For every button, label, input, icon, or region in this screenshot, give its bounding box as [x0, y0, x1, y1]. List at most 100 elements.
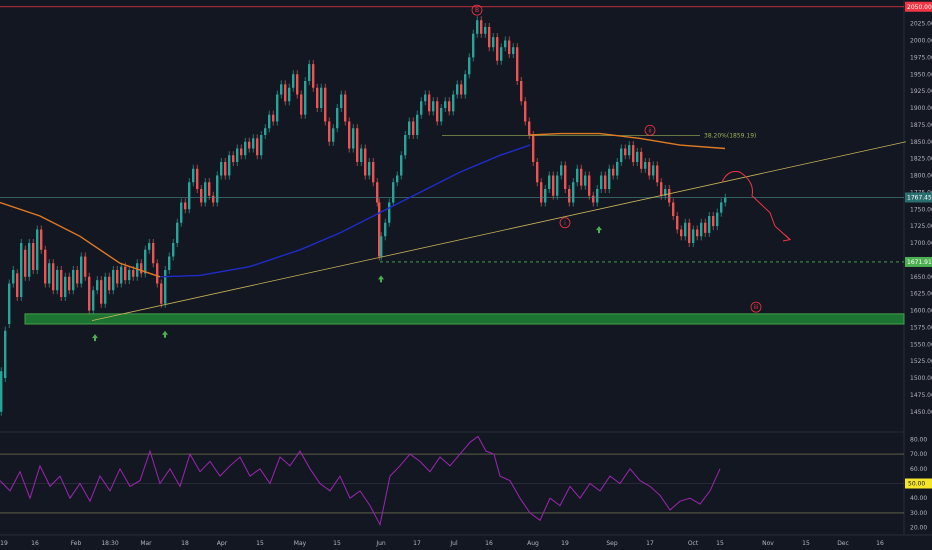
candle	[688, 222, 691, 243]
candle	[204, 182, 207, 203]
time-tick-label: 18	[181, 540, 189, 547]
candle	[376, 182, 379, 203]
time-tick-label: 16	[31, 540, 39, 547]
rsi-value-badge-text: 50.00	[908, 481, 925, 488]
price-axis[interactable]: 1450.00 1475.00 1500.00 1525.00 1550.00 1575.…	[905, 1, 932, 416]
rsi-pane[interactable]	[0, 435, 904, 527]
candle	[440, 108, 443, 122]
rsi-tick-label: 60.00	[910, 466, 927, 473]
wave-label-circle[interactable]	[471, 4, 483, 16]
candle	[560, 165, 563, 176]
candle	[656, 165, 659, 183]
wave-label: iii	[753, 304, 758, 311]
candle	[408, 121, 411, 135]
candle	[192, 168, 195, 183]
candle	[164, 270, 167, 304]
candle	[472, 33, 475, 58]
candle	[52, 263, 55, 291]
candle	[636, 151, 639, 162]
candle	[132, 270, 135, 277]
candle	[588, 175, 591, 196]
current-price-badge-text: 1767.45	[907, 194, 932, 201]
candle	[600, 175, 603, 189]
time-tick-label: Feb	[71, 540, 82, 547]
candle	[200, 189, 203, 203]
time-axis[interactable]: 19 16 Feb 18:30 Mar 18 Apr 15 May 15 Jun 17 Jul 16 Aug…	[0, 540, 884, 547]
candle	[452, 94, 455, 112]
candle	[0, 371, 3, 412]
candle	[20, 243, 23, 297]
time-tick-label: 15	[333, 540, 341, 547]
candle	[380, 236, 383, 257]
candle	[344, 94, 347, 122]
candle	[348, 121, 351, 149]
ma-orange-late	[529, 132, 726, 150]
candle	[240, 148, 243, 156]
support-price-badge-text: 1671.91	[907, 259, 932, 266]
candle	[308, 64, 311, 81]
candle	[328, 121, 331, 142]
candle	[436, 101, 439, 122]
price-badge-2050[interactable]	[905, 1, 932, 12]
candle	[720, 202, 723, 213]
price-tick-label: 1925.00	[910, 88, 932, 95]
price-tick-label: 1450.00	[910, 409, 932, 416]
rsi-value-badge[interactable]	[905, 478, 932, 489]
wave-label: B	[475, 7, 479, 14]
time-tick-label: 18:30	[101, 540, 118, 547]
candle	[696, 229, 699, 237]
projected-path	[721, 170, 791, 240]
ascending-trendline[interactable]	[91, 141, 907, 322]
price-tick-label: 2000.00	[910, 38, 932, 45]
candle	[224, 162, 227, 176]
time-tick-label: Nov	[762, 540, 774, 547]
candle	[140, 263, 143, 274]
candle	[640, 151, 643, 169]
candle	[196, 168, 199, 189]
price-tick-label: 1625.00	[910, 291, 932, 298]
candle	[378, 202, 381, 257]
wave-label: i	[564, 220, 566, 227]
time-tick-label: 15	[256, 540, 264, 547]
candle	[320, 87, 323, 108]
candle	[12, 270, 15, 284]
price-tick-label: 1500.00	[910, 375, 932, 382]
candle	[156, 263, 159, 284]
candle	[324, 87, 327, 122]
wave-label-circle[interactable]	[559, 217, 571, 229]
price-tick-label: 1875.00	[910, 122, 932, 129]
candle	[36, 229, 39, 270]
time-tick-label: 17	[413, 540, 421, 547]
candle	[136, 263, 139, 277]
time-tick-label: 16	[485, 540, 493, 547]
candle	[356, 128, 359, 162]
candle	[404, 135, 407, 156]
wave-label-circle[interactable]	[644, 124, 656, 136]
candle	[368, 162, 371, 176]
price-pane[interactable]	[0, 0, 932, 536]
wave-label-circle[interactable]	[750, 301, 762, 313]
candle	[536, 162, 539, 183]
candle	[576, 168, 579, 183]
candle	[108, 276, 111, 291]
candle	[116, 270, 119, 284]
candle	[580, 168, 583, 186]
support-zone[interactable]	[24, 313, 905, 325]
support-price-badge[interactable]	[905, 256, 932, 267]
candle	[72, 270, 75, 291]
candle	[512, 47, 515, 54]
candle	[480, 20, 483, 34]
candle	[476, 20, 479, 34]
current-price-badge[interactable]	[905, 192, 932, 203]
candle	[104, 276, 107, 304]
candle	[280, 84, 283, 95]
candle	[680, 229, 683, 237]
candle	[272, 114, 275, 122]
candle	[352, 128, 355, 149]
price-tick-label: 1800.00	[910, 173, 932, 180]
candle	[208, 182, 211, 196]
candle	[384, 222, 387, 237]
